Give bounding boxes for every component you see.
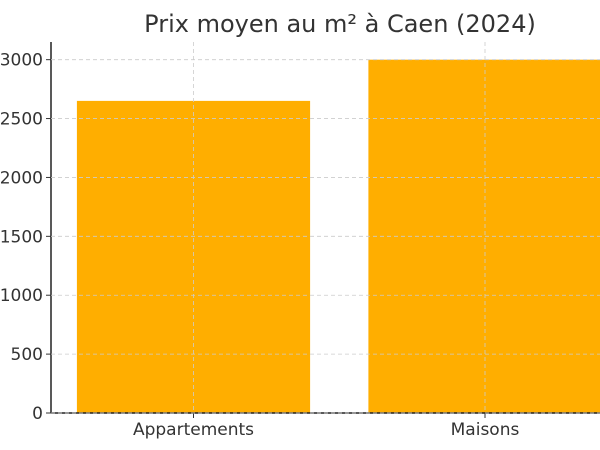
y-tick-label: 0 bbox=[32, 404, 43, 424]
y-tick-label: 3000 bbox=[0, 51, 43, 71]
x-tick-label: Maisons bbox=[451, 420, 520, 440]
y-tick-label: 1500 bbox=[0, 227, 43, 247]
bar-maisons bbox=[368, 59, 600, 414]
x-tick-label: Appartements bbox=[133, 420, 254, 440]
y-tick-label: 2500 bbox=[0, 110, 43, 130]
y-tick-label: 500 bbox=[11, 345, 43, 365]
y-tick-label: 1000 bbox=[0, 286, 43, 306]
y-tick-label: 2000 bbox=[0, 168, 43, 188]
chart-title: Prix moyen au m² à Caen (2024) bbox=[144, 10, 536, 38]
